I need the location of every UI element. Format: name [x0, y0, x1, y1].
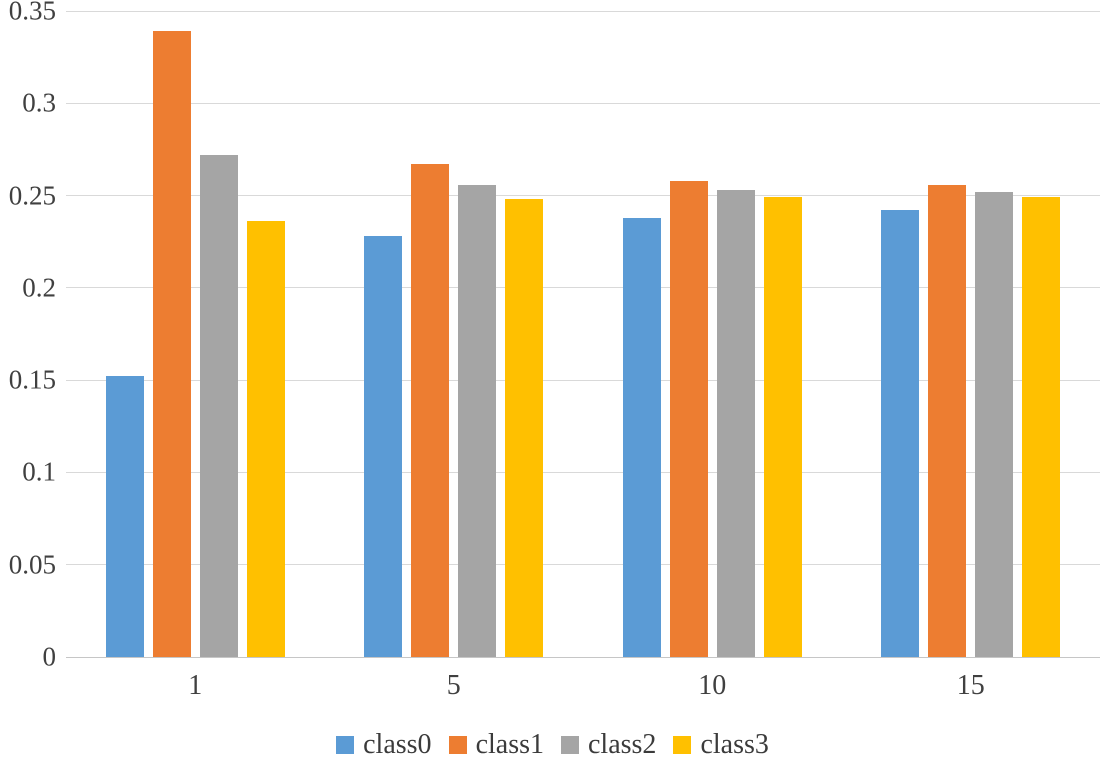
bar-class3-x10: [763, 197, 802, 657]
bar-group-1: [66, 11, 325, 657]
bar-class1-x5: [411, 164, 450, 657]
x-axis-labels: 1 5 10 15: [66, 669, 1100, 709]
legend-label-class2: class2: [588, 729, 657, 760]
bar-class2-x1: [199, 154, 238, 657]
gridline-0.15: [66, 379, 1100, 381]
bar-class3-x5: [505, 199, 544, 657]
y-axis-labels: 0 0.05 0.1 0.15 0.2 0.25 0.3 0.35: [0, 0, 56, 670]
bar-class0-x15: [881, 210, 920, 657]
y-tick-label-0.05: 0.05: [8, 549, 56, 580]
x-tick-label-10: 10: [698, 670, 727, 701]
gridline-0.1: [66, 471, 1100, 473]
y-tick-label-0.25: 0.25: [8, 180, 56, 211]
legend-swatch-class0-icon: [336, 736, 355, 754]
bar-class2-x10: [716, 190, 755, 657]
gridlines: [66, 10, 1100, 658]
bar-class0-x1: [105, 376, 144, 657]
bar-group-15: [842, 11, 1101, 657]
y-tick-label-0.15: 0.15: [8, 364, 56, 395]
gridline-0.2: [66, 287, 1100, 289]
legend-item-class2: class2: [561, 731, 656, 759]
bar-class1-x1: [152, 31, 191, 657]
y-tick-label-0.1: 0.1: [22, 456, 56, 487]
bar-class1-x10: [669, 180, 708, 657]
plot-area: [66, 10, 1100, 658]
y-tick-label-0: 0: [42, 641, 57, 672]
bar-group-5: [325, 11, 584, 657]
bar-group-10: [583, 11, 842, 657]
gridline-0.25: [66, 195, 1100, 197]
bar-class1-x15: [928, 184, 967, 657]
legend-item-class0: class0: [336, 729, 432, 760]
y-tick-label-0.35: 0.35: [8, 0, 56, 26]
legend-swatch-class1-icon: [448, 736, 467, 754]
bar-class3-x15: [1022, 197, 1061, 657]
legend-label-class3: class3: [700, 729, 769, 760]
legend-item-class3: class3: [673, 729, 769, 760]
bar-groups: [66, 11, 1100, 657]
legend-item-class1: class1: [448, 729, 544, 760]
legend-label-class1: class1: [475, 729, 544, 760]
bar-class2-x15: [975, 191, 1014, 657]
bar-class0-x10: [622, 217, 661, 657]
legend-swatch-class2-icon: [561, 736, 579, 754]
gridline-0.3: [66, 102, 1100, 104]
legend-label-class0: class0: [363, 729, 432, 760]
gridline-0: [66, 656, 1100, 658]
y-tick-label-0.2: 0.2: [22, 272, 56, 303]
legend-swatch-class3-icon: [673, 736, 692, 754]
y-tick-label-0.3: 0.3: [22, 87, 56, 118]
x-tick-label-15: 15: [956, 670, 985, 701]
bar-class3-x1: [246, 221, 285, 657]
bar-class2-x5: [458, 184, 497, 657]
gridline-0.05: [66, 564, 1100, 566]
x-tick-label-1: 1: [188, 670, 203, 701]
bar-class0-x5: [364, 236, 403, 657]
x-tick-label-5: 5: [446, 670, 461, 701]
gridline-0.35: [66, 10, 1100, 12]
legend: class0 class1 class2 class3: [0, 731, 1105, 759]
